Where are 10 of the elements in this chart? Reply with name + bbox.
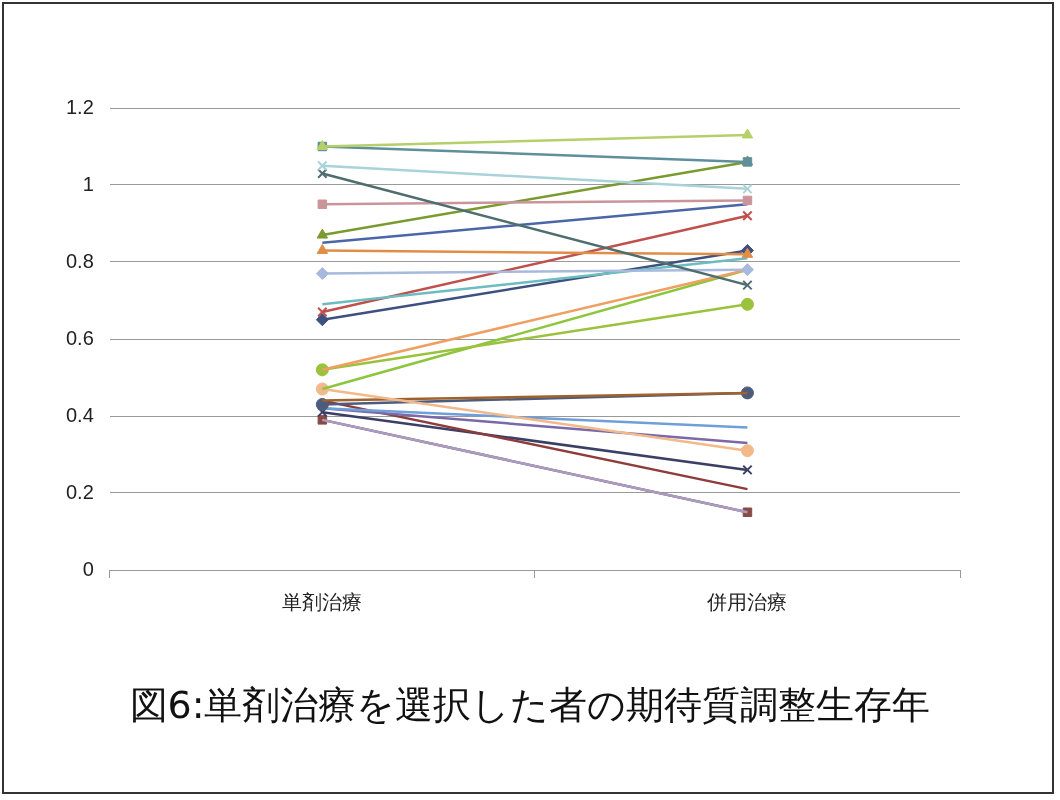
y-tick-label: 0 — [82, 557, 94, 580]
x-tick-label: 単剤治療 — [282, 590, 363, 615]
y-tick-label: 0.2 — [65, 480, 94, 503]
text: 図6:単剤治療を選択した者の期待質調整生存年 — [128, 682, 932, 729]
y-tick-label: 0.6 — [65, 326, 94, 349]
y-tick-label: 1 — [82, 172, 94, 195]
x-tick-label: 併用治療 — [706, 590, 788, 615]
y-tick-label: 1.2 — [65, 95, 94, 118]
y-tick-label: 0.8 — [65, 249, 94, 272]
y-tick-label: 0.4 — [65, 403, 94, 426]
